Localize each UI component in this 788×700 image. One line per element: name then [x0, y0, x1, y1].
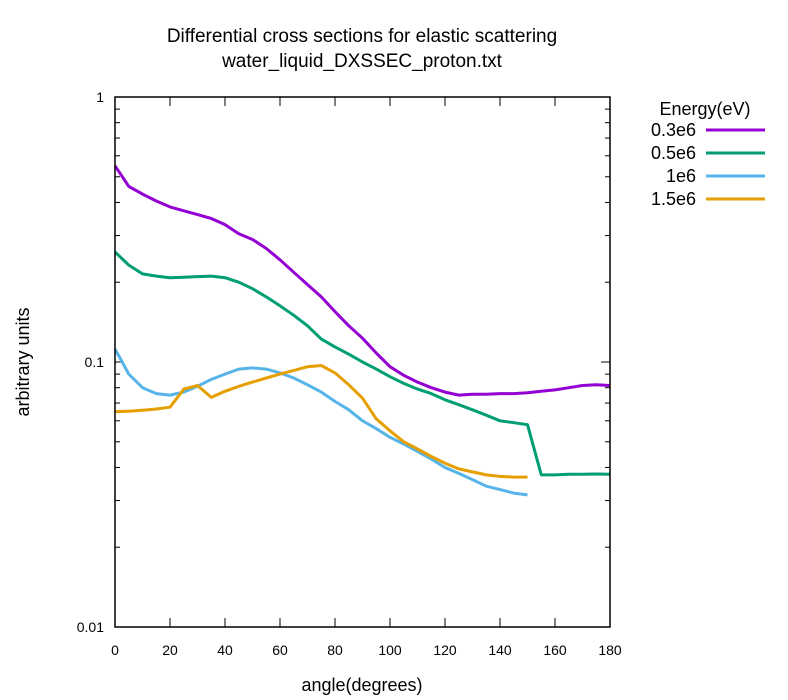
x-tick-label: 100 — [378, 642, 402, 658]
legend-label: 0.3e6 — [651, 120, 696, 140]
y-tick-label: 0.01 — [77, 619, 104, 635]
series-line-3 — [113, 348, 528, 497]
series-line-4 — [114, 364, 528, 479]
legend-label: 1e6 — [666, 166, 696, 186]
chart-title: Differential cross sections for elastic … — [167, 26, 557, 47]
plot-series — [113, 164, 611, 497]
x-tick-label: 80 — [327, 642, 343, 658]
legend-label: 1.5e6 — [651, 189, 696, 209]
chart-subtitle: water_liquid_DXSSEC_proton.txt — [221, 51, 503, 72]
plot-frame — [114, 96, 611, 628]
x-tick-label: 140 — [488, 642, 512, 658]
x-tick-label: 120 — [433, 642, 457, 658]
y-tick-label: 0.1 — [85, 354, 105, 370]
y-axis-title: arbitrary units — [13, 307, 33, 416]
legend-label: 0.5e6 — [651, 143, 696, 163]
series-line-2 — [113, 250, 611, 477]
legend-title: Energy(eV) — [659, 99, 750, 119]
legend: Energy(eV) 0.3e6 0.5e6 1e6 1.5e6 — [651, 99, 765, 209]
x-tick-label: 20 — [162, 642, 178, 658]
x-tick-label: 0 — [111, 642, 119, 658]
y-tick-label: 1 — [96, 89, 104, 105]
x-tick-label: 60 — [272, 642, 288, 658]
x-tick-label: 180 — [598, 642, 622, 658]
x-axis-title: angle(degrees) — [301, 675, 422, 695]
axis-tick-labels: 0 20 40 60 80 100 120 140 160 180 0.01 0.1 1 — [77, 89, 622, 658]
x-tick-label: 160 — [543, 642, 567, 658]
series-line-1 — [113, 164, 611, 397]
x-tick-label: 40 — [217, 642, 233, 658]
